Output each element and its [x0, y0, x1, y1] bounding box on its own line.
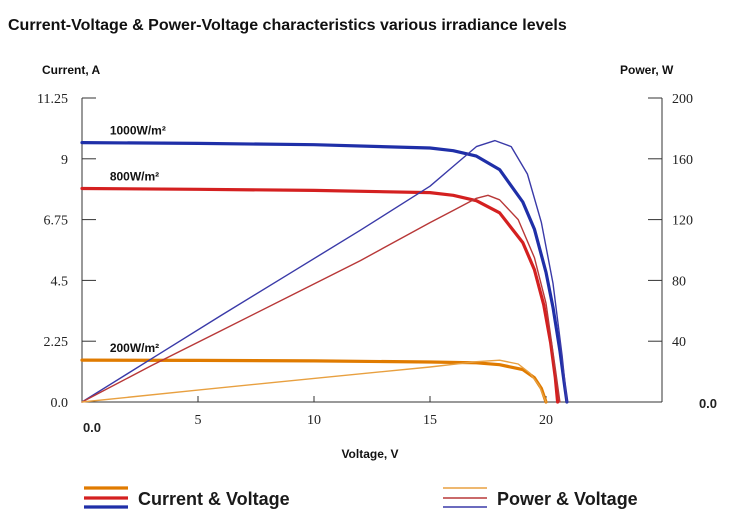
series-label-1000w-m-: 1000W/m²: [110, 124, 166, 138]
y-left-tick-label: 2.25: [44, 335, 69, 350]
series-label-200w-m-: 200W/m²: [110, 341, 159, 355]
series-layer: [80, 139, 569, 404]
series-line-power-power: [81, 194, 561, 403]
x-origin-label: 0.0: [83, 420, 101, 435]
legend-label-power-voltage: Power & Voltage: [497, 489, 638, 509]
x-tick-label: 15: [423, 413, 437, 428]
series-line-current-1000w-m-: [80, 141, 569, 404]
y-right-origin-label: 0.0: [699, 396, 717, 411]
series-labels: 1000W/m² 800W/m² 200W/m²: [110, 124, 166, 356]
y-left-tick-label: 11.25: [37, 92, 68, 107]
y-right-tick-label: 200: [672, 92, 693, 107]
legend: Current & Voltage Power & Voltage: [84, 486, 638, 509]
legend-swatch-power-voltage: [443, 487, 487, 508]
legend-item-current-voltage: Current & Voltage: [84, 486, 290, 509]
y-left-tick-label: 0.0: [51, 396, 69, 411]
legend-swatch-current-voltage: [84, 486, 128, 509]
y-right-tick-label: 120: [672, 214, 693, 229]
x-tick-label: 10: [307, 413, 321, 428]
x-axis-label: Voltage, V: [341, 447, 398, 461]
y-right-tick-label: 80: [672, 274, 686, 289]
y-right-axis-label: Power, W: [620, 63, 674, 77]
x-tick-label: 5: [195, 413, 202, 428]
y-left-tick-label: 6.75: [44, 214, 69, 229]
legend-item-power-voltage: Power & Voltage: [443, 487, 638, 509]
series-line-power-power: [81, 139, 568, 403]
series-label-800w-m-: 800W/m²: [110, 170, 159, 184]
series-line-power-power: [81, 359, 547, 403]
y-right-tick-label: 160: [672, 153, 693, 168]
y-left-tick-label: 9: [61, 153, 68, 168]
chart-title: Current-Voltage & Power-Voltage characte…: [8, 17, 567, 34]
y-left-axis-label: Current, A: [42, 63, 101, 77]
legend-label-current-voltage: Current & Voltage: [138, 489, 290, 509]
series-line-current-200w-m-: [80, 358, 548, 404]
series-line-current-800w-m-: [80, 186, 560, 404]
y-left-tick-label: 4.5: [51, 274, 69, 289]
x-tick-label: 20: [539, 413, 553, 428]
y-right-tick-label: 40: [672, 335, 686, 350]
